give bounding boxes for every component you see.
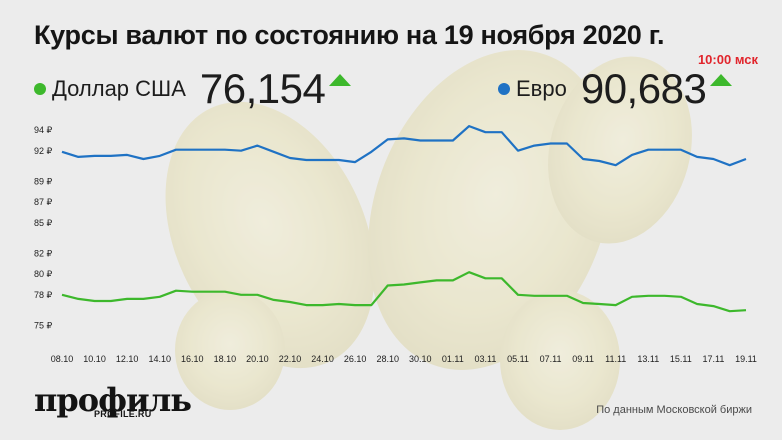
x-tick-label: 03.11 xyxy=(474,354,496,364)
y-tick-label: 87 ₽ xyxy=(34,197,53,207)
legend-usd-value: 76,154 xyxy=(199,65,326,112)
legend-eur-label: Евро xyxy=(516,76,567,101)
series-line xyxy=(61,124,747,167)
data-source-note: По данным Московской биржи xyxy=(596,404,752,416)
x-tick-label: 08.10 xyxy=(51,354,74,364)
x-tick-label: 14.10 xyxy=(148,354,171,364)
x-tick-label: 26.10 xyxy=(344,354,367,364)
y-tick-label: 85 ₽ xyxy=(34,218,53,228)
x-tick-label: 30.10 xyxy=(409,354,432,364)
x-tick-label: 13.11 xyxy=(637,354,659,364)
legend-usd-label: Доллар США xyxy=(52,76,186,101)
x-tick-label: 22.10 xyxy=(279,354,302,364)
x-tick-label: 12.10 xyxy=(116,354,139,364)
legend-eur-value: 90,683 xyxy=(580,65,707,112)
x-tick-label: 01.11 xyxy=(442,354,464,364)
x-tick-label: 15.11 xyxy=(670,354,692,364)
x-tick-label: 19.11 xyxy=(735,354,757,364)
y-tick-label: 94 ₽ xyxy=(34,125,53,135)
x-tick-label: 24.10 xyxy=(311,354,334,364)
time-label: 10:00 мск xyxy=(697,52,758,67)
arrow-up-icon xyxy=(329,74,352,86)
x-tick-label: 09.11 xyxy=(572,354,594,364)
y-tick-label: 89 ₽ xyxy=(34,177,53,187)
x-tick-label: 18.10 xyxy=(214,354,237,364)
x-tick-label: 07.11 xyxy=(540,354,562,364)
x-tick-label: 28.10 xyxy=(376,354,399,364)
x-tick-label: 20.10 xyxy=(246,354,269,364)
x-tick-label: 05.11 xyxy=(507,354,529,364)
x-tick-label: 17.11 xyxy=(702,354,724,364)
legend-usd: Доллар США 76,154 xyxy=(34,65,352,112)
y-tick-label: 82 ₽ xyxy=(34,249,53,259)
y-tick-label: 80 ₽ xyxy=(34,269,53,279)
y-tick-label: 92 ₽ xyxy=(34,146,53,156)
arrow-up-icon xyxy=(710,74,733,86)
usd-dot-icon xyxy=(34,83,46,95)
chart-title: Курсы валют по состоянию на 19 ноября 20… xyxy=(34,20,665,50)
y-tick-label: 75 ₽ xyxy=(34,321,53,331)
series-line xyxy=(61,271,747,313)
y-tick-label: 78 ₽ xyxy=(34,290,53,300)
x-tick-label: 11.11 xyxy=(605,354,626,364)
profile-logo: профиль xyxy=(34,381,192,419)
x-tick-label: 16.10 xyxy=(181,354,204,364)
x-tick-label: 10.10 xyxy=(83,354,106,364)
legend-eur: Евро 90,683 xyxy=(498,65,733,112)
eur-dot-icon xyxy=(498,83,510,95)
profile-logo-url: PROFILE.RU xyxy=(94,409,152,419)
